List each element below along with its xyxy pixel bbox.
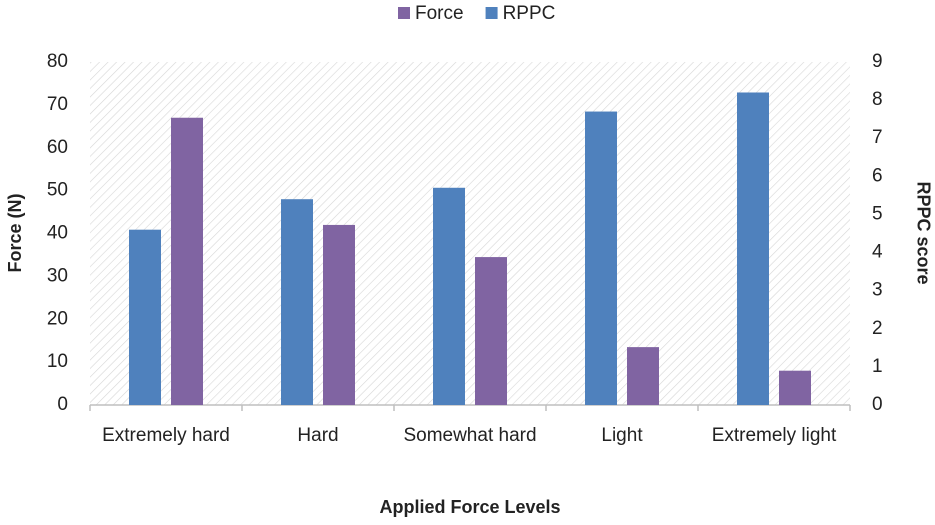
bar bbox=[171, 117, 203, 406]
y-tick-label: 10 bbox=[47, 351, 68, 372]
y2-tick-label: 4 bbox=[872, 242, 883, 263]
y-tick-label: 70 bbox=[47, 94, 68, 115]
y-tick-label: 0 bbox=[57, 394, 68, 415]
y2-tick-label: 8 bbox=[872, 89, 883, 110]
y2-tick-label: 9 bbox=[872, 51, 883, 72]
y2-tick-label: 6 bbox=[872, 165, 883, 186]
bar bbox=[585, 111, 617, 406]
x-axis-title: Applied Force Levels bbox=[379, 497, 560, 517]
y-tick-label: 80 bbox=[47, 51, 68, 72]
y2-tick-label: 2 bbox=[872, 318, 883, 339]
bar bbox=[737, 92, 769, 405]
y2-tick-label: 0 bbox=[872, 394, 883, 415]
x-tick-label: Extremely hard bbox=[102, 425, 230, 446]
x-tick-label: Light bbox=[601, 425, 643, 446]
legend-label: RPPC bbox=[503, 3, 556, 24]
bar bbox=[475, 257, 507, 405]
x-tick-label: Hard bbox=[297, 425, 338, 446]
bar bbox=[281, 199, 313, 405]
y-tick-label: 30 bbox=[47, 265, 68, 286]
legend-swatch bbox=[398, 7, 410, 19]
y-tick-label: 50 bbox=[47, 180, 68, 201]
y2-tick-label: 1 bbox=[872, 356, 883, 377]
y-tick-label: 60 bbox=[47, 137, 68, 158]
x-tick-label: Extremely light bbox=[712, 425, 837, 446]
legend-swatch bbox=[485, 7, 498, 19]
legend-label: Force bbox=[415, 3, 464, 24]
bar bbox=[323, 224, 355, 405]
bar bbox=[779, 370, 811, 405]
y2-axis-title: RPPC score bbox=[913, 181, 933, 284]
x-tick-label: Somewhat hard bbox=[403, 425, 536, 446]
y-tick-label: 40 bbox=[47, 223, 68, 244]
bar bbox=[627, 347, 659, 405]
y-axis-title: Force (N) bbox=[5, 193, 25, 272]
plot-background bbox=[90, 62, 850, 405]
bar bbox=[433, 187, 465, 405]
y2-tick-label: 7 bbox=[872, 127, 883, 148]
y-tick-label: 20 bbox=[47, 308, 68, 329]
y2-tick-label: 3 bbox=[872, 280, 883, 301]
y2-tick-label: 5 bbox=[872, 203, 883, 224]
bar bbox=[129, 229, 161, 405]
